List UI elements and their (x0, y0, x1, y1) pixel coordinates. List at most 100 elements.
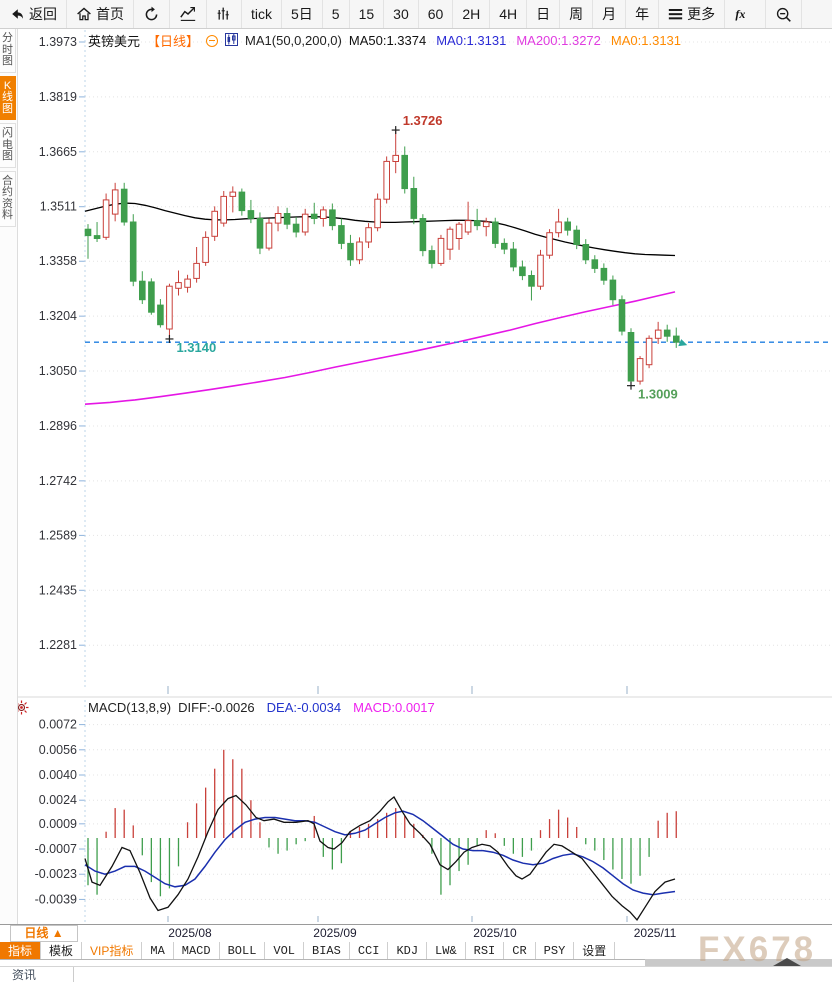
more-button[interactable]: 更多 (659, 0, 726, 28)
horizontal-scrollbar[interactable] (645, 958, 832, 966)
period-selector-button[interactable]: 日线 ▲ (10, 925, 78, 942)
news-tab[interactable]: 资讯 (4, 967, 74, 982)
interval-tick-button-label: tick (251, 6, 272, 22)
svg-text:0.0009: 0.0009 (39, 817, 77, 831)
tab-settings[interactable]: 设置 (574, 942, 616, 959)
interval-tick-button[interactable]: tick (242, 0, 282, 28)
interval-month-button[interactable]: 月 (593, 0, 627, 28)
svg-text:0.0040: 0.0040 (39, 768, 77, 782)
menu-icon (668, 7, 683, 21)
zoom-out-icon (775, 6, 792, 23)
tab-bias[interactable]: BIAS (304, 942, 350, 959)
ma-settings-icon[interactable] (225, 32, 239, 49)
indicator-settings-icon[interactable] (14, 700, 29, 720)
trend-chart-button[interactable] (170, 0, 207, 28)
tab-macd[interactable]: MACD (174, 942, 220, 959)
macd-pane-header: MACD(13,8,9) DIFF:-0.0026 DEA:-0.0034 MACD… (88, 700, 435, 715)
svg-text:1.3050: 1.3050 (39, 364, 77, 378)
tab-rsi[interactable]: RSI (466, 942, 505, 959)
interval-15-button[interactable]: 15 (350, 0, 385, 28)
more-button-label: 更多 (687, 6, 716, 22)
interval-30-button-label: 30 (393, 6, 409, 22)
ma-value: MA0:1.3131 (610, 33, 682, 48)
svg-text:1.2435: 1.2435 (39, 583, 77, 597)
interval-2h-button-label: 2H (462, 6, 481, 22)
volume-chart-button[interactable] (207, 0, 242, 28)
interval-month-button-label: 月 (602, 6, 617, 22)
interval-5d-button[interactable]: 5日 (282, 0, 323, 28)
volume-icon (216, 6, 232, 22)
refresh-button[interactable] (134, 0, 170, 28)
svg-text:1.2589: 1.2589 (39, 528, 77, 542)
tab-vip-indicator[interactable]: VIP指标 (82, 942, 143, 959)
interval-30-button[interactable]: 30 (384, 0, 419, 28)
svg-text:0.0024: 0.0024 (39, 793, 77, 807)
interval-5-button[interactable]: 5 (323, 0, 350, 28)
ma-value: MA50:1.3374 (348, 33, 427, 48)
interval-4h-button[interactable]: 4H (490, 0, 528, 28)
tab-kdj[interactable]: KDJ (388, 942, 428, 959)
tab-cr[interactable]: CR (504, 942, 536, 959)
svg-text:1.2742: 1.2742 (39, 474, 77, 488)
back-button[interactable]: 返回 (0, 0, 67, 28)
home-button[interactable]: 首页 (67, 0, 134, 28)
x-axis-strip: 日线 ▲ 2025/08 2025/09 2025/10 2025/11 (0, 924, 832, 943)
svg-text:0.0072: 0.0072 (39, 718, 77, 732)
tab-template[interactable]: 模板 (41, 942, 83, 959)
interval-year-button[interactable]: 年 (626, 0, 660, 28)
svg-text:1.3511: 1.3511 (40, 200, 77, 214)
svg-text:-0.0023: -0.0023 (35, 867, 77, 881)
x-axis-label: 2025/10 (473, 926, 517, 940)
home-icon (76, 6, 92, 22)
svg-text:1.3009: 1.3009 (638, 387, 678, 402)
interval-week-button[interactable]: 周 (560, 0, 594, 28)
svg-text:-0.0039: -0.0039 (35, 892, 77, 906)
tab-boll[interactable]: BOLL (220, 942, 266, 959)
back-button-label: 返回 (29, 6, 57, 22)
tab-psy[interactable]: PSY (536, 942, 575, 959)
zoom-out-button[interactable] (766, 0, 803, 28)
refresh-icon (143, 6, 160, 23)
macd-value: MACD:0.0017 (353, 700, 435, 715)
line-chart-icon (179, 6, 197, 22)
macd-values: DIFF:-0.0026 DEA:-0.0034 MACD:0.0017 (178, 700, 435, 715)
svg-text:0.0056: 0.0056 (39, 743, 77, 757)
interval-4h-button-label: 4H (499, 6, 518, 22)
interval-day-button[interactable]: 日 (527, 0, 561, 28)
tab-cci[interactable]: CCI (350, 942, 389, 959)
ma-value: MA200:1.3272 (516, 33, 601, 48)
collapse-pane-icon[interactable] (206, 34, 219, 47)
svg-text:1.3140: 1.3140 (176, 340, 216, 355)
tab-contract-info[interactable]: 合约资料 (0, 170, 16, 227)
expand-panel-handle[interactable] (773, 958, 801, 966)
macd-value: DIFF:-0.0026 (178, 700, 255, 715)
tab-ma[interactable]: MA (142, 942, 174, 959)
macd-title: MACD(13,8,9) (88, 700, 172, 715)
indicator-tab-row: 指标 模板 VIP指标 MA MACD BOLL VOL BIAS CCI KDJ LW& RSI CR… (0, 942, 832, 960)
svg-text:fx: fx (736, 7, 746, 21)
svg-text:1.3973: 1.3973 (39, 35, 77, 49)
main-pane-header: 英镑美元 【日线】 MA1(50,0,200,0) MA50:1.3374 MA0… (88, 31, 681, 50)
interval-2h-button[interactable]: 2H (453, 0, 491, 28)
svg-text:1.2281: 1.2281 (39, 638, 77, 652)
svg-text:1.3358: 1.3358 (39, 254, 77, 268)
fx-button[interactable]: fx (725, 0, 767, 28)
tab-lw[interactable]: LW& (427, 942, 466, 959)
tab-indicator[interactable]: 指标 (0, 942, 42, 959)
chart-type-sidebar: 分时图 K线图闪电图合约资料 (0, 28, 18, 925)
ma-settings-label: MA1(50,0,200,0) (245, 33, 342, 48)
tab-kline-chart[interactable]: K线图 (0, 75, 16, 120)
home-button-label: 首页 (96, 6, 124, 22)
bottom-status-bar: 资讯 (0, 966, 832, 982)
ma-value: MA0:1.3131 (436, 33, 507, 48)
x-axis-label: 2025/08 (168, 926, 212, 940)
tab-lightning-chart[interactable]: 闪电图 (0, 123, 16, 168)
tab-time-chart[interactable]: 分时图 (0, 28, 16, 73)
interval-60-button[interactable]: 60 (419, 0, 454, 28)
tab-vol[interactable]: VOL (265, 942, 305, 959)
svg-text:1.3204: 1.3204 (39, 309, 77, 323)
macd-value: DEA:-0.0034 (266, 700, 342, 715)
svg-text:1.3665: 1.3665 (39, 145, 77, 159)
